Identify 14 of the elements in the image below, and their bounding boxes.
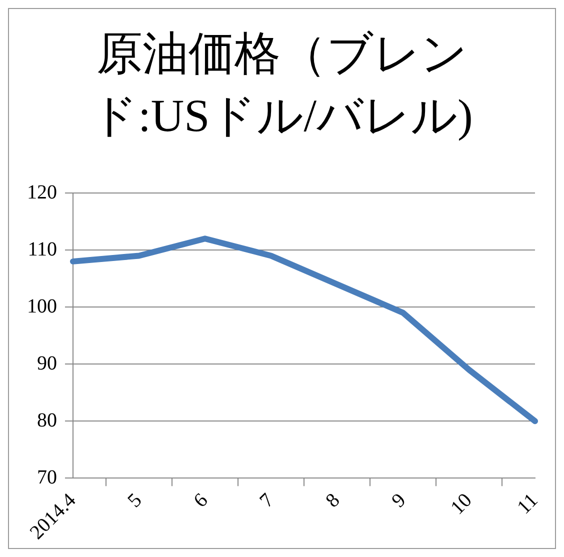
x-tick-label: 7 [256,489,278,512]
x-tick-label: 8 [322,489,344,512]
x-tick-label: 9 [388,489,410,512]
x-tick-label: 6 [190,489,212,512]
x-tick-label: 5 [124,489,146,512]
chart-title: 原油価格（ブレンド:USドル/バレル) [90,27,474,143]
y-tick-label: 110 [28,238,57,260]
y-tick-label: 120 [27,181,57,204]
x-tick-label: 10 [446,489,476,520]
y-tick-label: 100 [27,295,57,318]
y-tick-label: 70 [37,466,57,488]
y-tick-label: 90 [37,352,57,374]
x-tick-label: 11 [513,489,542,518]
y-tick-label: 80 [37,409,57,432]
